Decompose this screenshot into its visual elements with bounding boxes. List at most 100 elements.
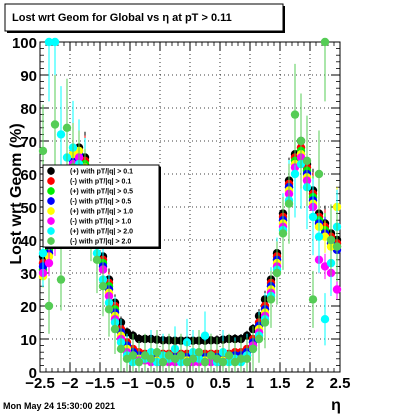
data-point bbox=[56, 130, 66, 139]
x-tick-labels: −2.5 −2 −1.5 −1 −0.5 0 0.5 1 1.5 2 2.5 bbox=[25, 375, 350, 392]
x-tick-label: −0.5 bbox=[145, 375, 175, 392]
legend-entry: (+) with pT/|q| > 1.0 bbox=[47, 207, 133, 216]
x-tick-label: 2.5 bbox=[330, 375, 351, 392]
data-point bbox=[38, 146, 48, 156]
y-tick-labels: 0 10 20 30 40 50 60 70 80 90 100 bbox=[12, 35, 37, 382]
data-point bbox=[44, 37, 54, 47]
legend-marker bbox=[47, 237, 55, 245]
data-point bbox=[314, 232, 324, 241]
legend-marker bbox=[47, 197, 55, 205]
legend-label: (+) with pT/|q| > 0.5 bbox=[70, 189, 133, 196]
data-point bbox=[200, 331, 210, 340]
y-tick-label: 40 bbox=[20, 233, 37, 250]
y-tick-label: 20 bbox=[20, 299, 37, 316]
data-point bbox=[308, 295, 318, 304]
data-point bbox=[98, 282, 108, 291]
data-point bbox=[50, 120, 60, 129]
y-tick-label: 90 bbox=[20, 68, 37, 85]
legend-entry: (+) with pT/|q| > 0.1 bbox=[47, 167, 133, 176]
data-point bbox=[188, 354, 198, 363]
legend-label: (+) with pT/|q| > 1.0 bbox=[70, 209, 133, 216]
data-point bbox=[308, 212, 318, 222]
legend-entry: (+) with pT/|q| > 0.5 bbox=[47, 187, 133, 196]
data-point bbox=[290, 169, 300, 179]
data-point bbox=[224, 351, 234, 360]
legend-entry: (+) with pT/|q| > 2.0 bbox=[47, 227, 133, 236]
y-tick-label: 50 bbox=[20, 200, 37, 217]
data-point bbox=[176, 351, 186, 360]
data-point bbox=[314, 169, 324, 179]
data-point bbox=[296, 136, 306, 146]
x-tick-label: 1 bbox=[246, 375, 254, 392]
y-tick-label: 0 bbox=[29, 365, 37, 382]
legend-label: (+) with pT/|q| > 0.1 bbox=[70, 169, 133, 176]
data-point bbox=[278, 229, 288, 238]
legend-marker bbox=[47, 167, 55, 175]
timestamp: Mon May 24 15:30:00 2021 bbox=[3, 401, 115, 411]
legend-marker bbox=[47, 177, 55, 185]
data-point bbox=[242, 354, 252, 363]
legend-label: (-) with pT/|q| > 2.0 bbox=[70, 239, 131, 246]
data-point bbox=[44, 301, 54, 311]
data-point bbox=[326, 235, 336, 245]
legend-label: (+) with pT/|q| > 2.0 bbox=[70, 229, 133, 236]
x-tick-label: −2 bbox=[61, 375, 78, 392]
y-tick-label: 100 bbox=[12, 35, 37, 52]
y-axis-title: Lost wrt Geom (%) bbox=[8, 123, 25, 264]
legend-label: (-) with pT/|q| > 0.5 bbox=[70, 199, 131, 206]
x-tick-label: 2 bbox=[306, 375, 314, 392]
data-point bbox=[320, 37, 330, 47]
data-point bbox=[92, 255, 102, 264]
data-point bbox=[272, 268, 282, 278]
data-point bbox=[146, 354, 156, 363]
data-point bbox=[332, 242, 342, 251]
data-point bbox=[152, 348, 162, 357]
data-point bbox=[236, 354, 246, 363]
legend-label: (-) with pT/|q| > 0.1 bbox=[70, 179, 131, 186]
data-point bbox=[38, 249, 48, 258]
legend-entry: (-) with pT/|q| > 0.5 bbox=[47, 197, 131, 206]
y-tick-label: 80 bbox=[20, 101, 37, 118]
x-tick-label: 0 bbox=[186, 375, 194, 392]
data-point bbox=[56, 275, 66, 284]
data-point bbox=[320, 315, 330, 324]
data-point bbox=[110, 324, 120, 334]
legend-marker bbox=[47, 207, 55, 215]
x-tick-label: −1 bbox=[121, 375, 138, 392]
legend-label: (-) with pT/|q| > 1.0 bbox=[70, 219, 131, 226]
axis-ticks bbox=[39, 41, 341, 373]
legend: (+) with pT/|q| > 0.1 (-) with pT/|q| > 0… bbox=[42, 164, 161, 249]
legend-marker bbox=[47, 217, 55, 225]
data-point bbox=[254, 334, 264, 344]
data-point bbox=[200, 357, 210, 367]
data-point bbox=[266, 295, 276, 304]
data-point bbox=[290, 110, 300, 119]
y-tick-label: 60 bbox=[20, 167, 37, 184]
data-point bbox=[248, 344, 258, 354]
data-point bbox=[194, 348, 204, 357]
legend-entry: (-) with pT/|q| > 0.1 bbox=[47, 177, 131, 186]
title-box: Lost wrt Geom for Global vs η at pT > 0.… bbox=[4, 3, 285, 33]
data-point bbox=[260, 318, 270, 327]
x-axis-title: η bbox=[331, 397, 341, 414]
data-point bbox=[302, 156, 312, 165]
legend-marker bbox=[47, 187, 55, 195]
series-8 bbox=[38, 37, 342, 372]
data-point bbox=[62, 123, 72, 132]
legend-marker bbox=[47, 227, 55, 235]
data-point bbox=[134, 334, 144, 344]
x-tick-label: 1.5 bbox=[270, 375, 291, 392]
data-point bbox=[104, 305, 114, 314]
data-point bbox=[158, 357, 168, 367]
data-point bbox=[284, 199, 294, 208]
chart-title: Lost wrt Geom for Global vs η at pT > 0.… bbox=[12, 12, 232, 24]
data-point bbox=[116, 344, 126, 354]
x-tick-label: −2.5 bbox=[25, 375, 55, 392]
data-point bbox=[332, 285, 342, 294]
x-tick-label: −1.5 bbox=[85, 375, 115, 392]
data-point bbox=[218, 357, 228, 367]
data-point bbox=[134, 357, 144, 367]
legend-entry: (-) with pT/|q| > 1.0 bbox=[47, 217, 131, 226]
data-point bbox=[50, 37, 60, 47]
